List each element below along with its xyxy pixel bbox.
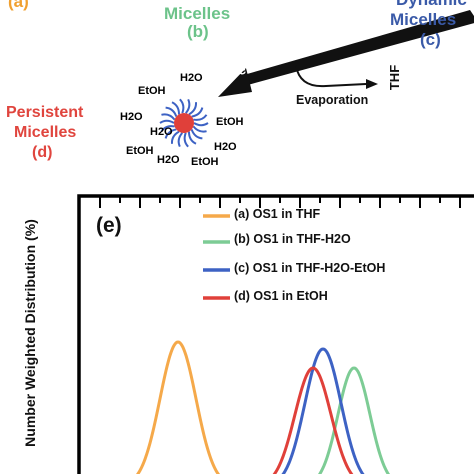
micelle-chain: [165, 106, 178, 117]
micelles-c-text: Micelles: [390, 10, 457, 29]
micelle-chain: [190, 129, 203, 140]
solvent-label: EtOH: [216, 116, 244, 128]
persistent-text: Persistent: [6, 104, 84, 121]
micelle-chain: [160, 125, 175, 132]
solvent-label: H2O: [180, 72, 203, 84]
chart-panel-label: (e): [96, 214, 122, 237]
micelle-chain: [193, 114, 208, 121]
solvent-label: EtOH: [191, 156, 219, 168]
label-d: (d): [32, 144, 53, 161]
chart-top-ticks: [99, 197, 461, 208]
series-curve-c: [281, 347, 365, 474]
series-curve-d: [272, 366, 354, 474]
solvent-label: H2O: [150, 126, 173, 138]
dynamic-c-text: Dynamic: [396, 0, 467, 10]
micelles-b-text: Micelles: [164, 4, 231, 23]
chart-frame: [77, 194, 474, 474]
micelle-chain: [184, 98, 191, 114]
micelles-d-text: Micelles: [14, 124, 77, 141]
micelle-chain: [164, 128, 177, 139]
legend-entry-a: (a) OS1 in THF: [234, 207, 321, 221]
micelle-chain: [170, 130, 180, 144]
micelle-chain: [159, 119, 175, 124]
selective-distillation-arrow: [218, 10, 474, 97]
evaporation-arrowhead: [366, 79, 378, 89]
solvent-label: H2O: [157, 154, 180, 166]
micelle-chain: [188, 102, 198, 116]
chart-legend: [203, 214, 230, 300]
chart-plot-area: [136, 340, 391, 474]
micelle-chain: [191, 107, 204, 118]
solvent-label: EtOH: [138, 85, 166, 97]
micelle-chain: [183, 132, 189, 148]
evaporation-label: Evaporation: [296, 93, 369, 107]
solvent-label: H2O: [120, 111, 143, 123]
micelle-chain: [187, 131, 197, 145]
micelle-chain: [177, 132, 184, 148]
micelle-icon: [159, 98, 209, 148]
label-b: (b): [187, 22, 209, 41]
solvent-label: EtOH: [126, 145, 154, 157]
legend-entry-b: (b) OS1 in THF-H2O: [234, 232, 351, 246]
series-curve-a: [136, 340, 220, 474]
solvent-label: H2O: [214, 141, 237, 153]
evaporation-arrow: [295, 65, 367, 88]
series-curve-b: [317, 366, 391, 474]
micelle-chain: [171, 101, 181, 115]
label-a: (a): [8, 0, 29, 11]
micelle-chain: [193, 122, 209, 127]
chart-y-axis-label: Number Weighted Distribution (%): [22, 219, 38, 447]
micelle-chain: [161, 113, 176, 121]
legend-entry-c: (c) OS1 in THF-H2O-EtOH: [234, 261, 386, 275]
legend-entry-d: (d) OS1 in EtOH: [234, 289, 328, 303]
micelle-core: [174, 113, 194, 133]
thf-label: THF: [387, 64, 403, 91]
label-c: (c): [420, 30, 441, 49]
micelle-chain: [179, 98, 185, 114]
micelle-chain: [192, 125, 207, 133]
